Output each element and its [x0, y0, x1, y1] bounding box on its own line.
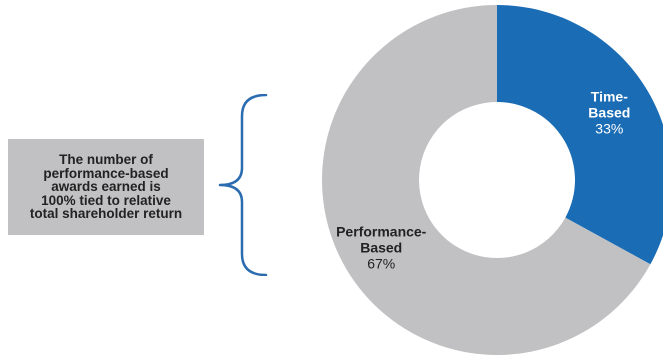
slice-1-label-0: Performance- — [336, 223, 427, 239]
slice-0 — [497, 5, 663, 265]
annotation-text: The number of performance-based awards e… — [29, 152, 183, 222]
slice-0-label-2: 33% — [595, 121, 623, 137]
slice-1 — [322, 5, 651, 356]
slice-1-label-1: Based — [360, 239, 402, 255]
annotation-box: The number of performance-based awards e… — [8, 139, 204, 235]
slice-0-label-1: Based — [588, 105, 630, 121]
slice-0-label-0: Time- — [591, 89, 628, 105]
curly-brace-icon — [218, 94, 268, 276]
slice-1-label-2: 67% — [367, 255, 395, 271]
